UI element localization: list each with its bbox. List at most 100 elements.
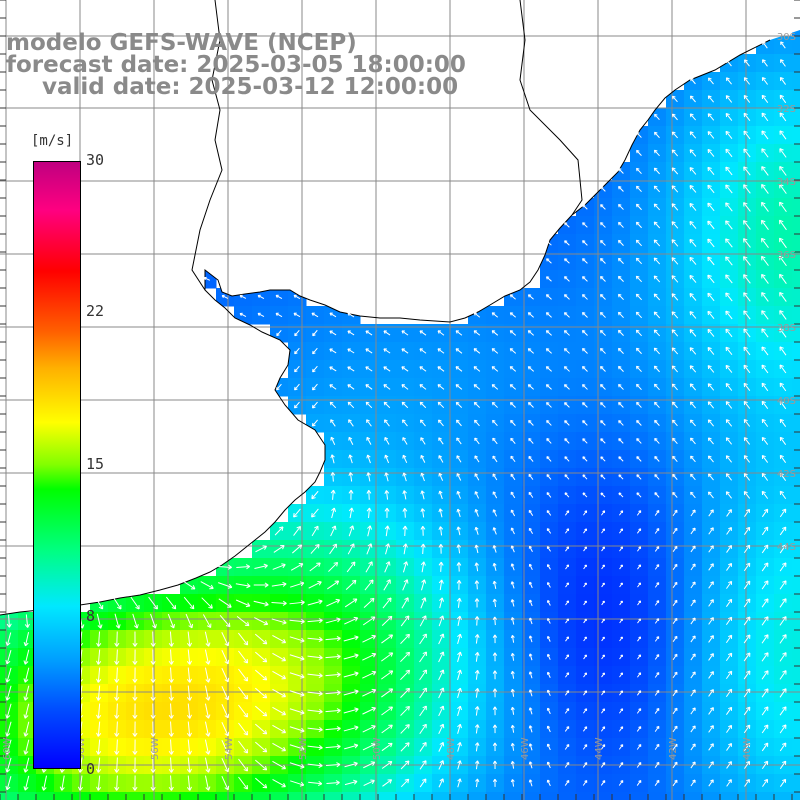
wind-arrow-shaft xyxy=(689,329,697,337)
wind-speed-cell xyxy=(792,576,800,595)
wind-arrow-shaft xyxy=(708,635,714,643)
wind-arrow-shaft xyxy=(362,707,376,715)
wind-arrow-head xyxy=(420,490,423,495)
wind-arrow-head xyxy=(635,186,638,190)
wind-arrow xyxy=(455,401,463,409)
wind-arrow-shaft xyxy=(707,220,715,230)
wind-arrow xyxy=(779,148,787,158)
wind-arrow xyxy=(474,688,480,698)
wind-speed-cell xyxy=(306,792,325,800)
wind-arrow-shaft xyxy=(24,649,30,665)
wind-arrow-head xyxy=(293,513,295,518)
wind-arrow-head xyxy=(602,654,605,657)
wind-arrow-head xyxy=(333,561,338,564)
wind-arrow-shaft xyxy=(689,167,697,175)
wind-arrow xyxy=(325,636,341,642)
wind-arrow-shaft xyxy=(457,615,461,627)
wind-speed-cell xyxy=(792,54,800,73)
wind-arrow-head xyxy=(336,672,341,675)
wind-arrow xyxy=(725,652,733,662)
wind-arrow xyxy=(583,528,588,534)
wind-arrow xyxy=(637,582,641,588)
wind-arrow-head xyxy=(438,526,441,531)
wind-arrow-shaft xyxy=(779,166,787,176)
wind-arrow-head xyxy=(653,384,656,388)
wind-arrow xyxy=(271,618,287,625)
wind-arrow-shaft xyxy=(618,438,624,444)
wind-arrow xyxy=(707,455,714,463)
wind-arrow-shaft xyxy=(725,292,733,302)
wind-arrow xyxy=(491,401,498,408)
wind-arrow xyxy=(761,219,769,230)
wind-arrow-shaft xyxy=(289,636,305,642)
wind-arrow xyxy=(5,667,12,683)
wind-arrow-head xyxy=(373,653,377,658)
wind-arrow-shaft xyxy=(326,599,340,607)
wind-arrow xyxy=(689,311,697,319)
wind-arrow xyxy=(474,670,480,680)
wind-arrow-head xyxy=(656,618,659,620)
wind-arrow xyxy=(761,562,769,572)
wind-arrow-head xyxy=(387,597,392,600)
wind-arrow xyxy=(563,312,570,318)
wind-arrow-shaft xyxy=(618,186,624,192)
wind-arrow-head xyxy=(318,657,323,661)
wind-arrow-shaft xyxy=(582,276,588,282)
wind-arrow xyxy=(779,616,787,626)
wind-arrow xyxy=(725,328,733,338)
wind-arrow xyxy=(474,473,480,481)
wind-arrow xyxy=(221,632,230,647)
wind-arrow xyxy=(743,77,750,85)
wind-arrow-shaft xyxy=(761,508,769,518)
wind-arrow-shaft xyxy=(725,202,733,212)
wind-arrow-head xyxy=(674,689,678,692)
wind-arrow-shaft xyxy=(564,474,570,480)
wind-arrow xyxy=(362,652,377,661)
wind-arrow-head xyxy=(473,366,476,370)
wind-arrow xyxy=(383,348,391,354)
wind-arrow xyxy=(725,473,732,481)
wind-arrow xyxy=(385,543,391,555)
wind-speed-cell xyxy=(486,792,505,800)
wind-arrow xyxy=(528,581,533,589)
wind-arrow xyxy=(779,562,787,572)
wind-arrow xyxy=(601,672,605,678)
wind-arrow-head xyxy=(192,585,196,590)
wind-arrow-shaft xyxy=(254,617,268,625)
wind-speed-cell xyxy=(450,792,469,800)
wind-arrow xyxy=(564,276,570,282)
wind-arrow xyxy=(780,59,786,67)
wind-arrow xyxy=(779,688,787,698)
wind-arrow-head xyxy=(582,420,584,424)
wind-arrow-shaft xyxy=(671,239,679,247)
wind-arrow-shaft xyxy=(438,455,444,463)
wind-arrow-shaft xyxy=(221,685,229,701)
wind-arrow-head xyxy=(439,597,443,601)
wind-arrow-shaft xyxy=(689,131,697,139)
wind-arrow xyxy=(637,654,642,660)
wind-arrow xyxy=(419,366,427,372)
wind-arrow-head xyxy=(118,624,121,629)
wind-arrow xyxy=(347,401,355,409)
wind-arrow-shaft xyxy=(690,653,696,661)
wind-arrow-head xyxy=(347,348,350,352)
wind-arrow-shaft xyxy=(689,149,697,157)
wind-arrow-shaft xyxy=(420,597,426,609)
wind-arrow-head xyxy=(186,679,191,683)
wind-arrow-head xyxy=(406,579,409,584)
wind-arrow-head xyxy=(477,634,480,638)
wind-arrow-head xyxy=(332,489,336,494)
wind-arrow xyxy=(743,419,751,427)
wind-arrow xyxy=(204,649,211,665)
wind-arrow xyxy=(330,472,336,482)
wind-arrow-head xyxy=(424,597,427,602)
wind-arrow-head xyxy=(191,623,194,628)
wind-arrow-head xyxy=(243,679,248,682)
wind-arrow xyxy=(438,615,445,627)
wind-arrow-shaft xyxy=(528,492,534,498)
wind-arrow-shaft xyxy=(401,348,409,354)
wind-arrow-head xyxy=(638,600,641,603)
wind-arrow xyxy=(653,329,661,337)
wind-arrow-head xyxy=(674,545,678,548)
wind-arrow-shaft xyxy=(761,328,769,338)
